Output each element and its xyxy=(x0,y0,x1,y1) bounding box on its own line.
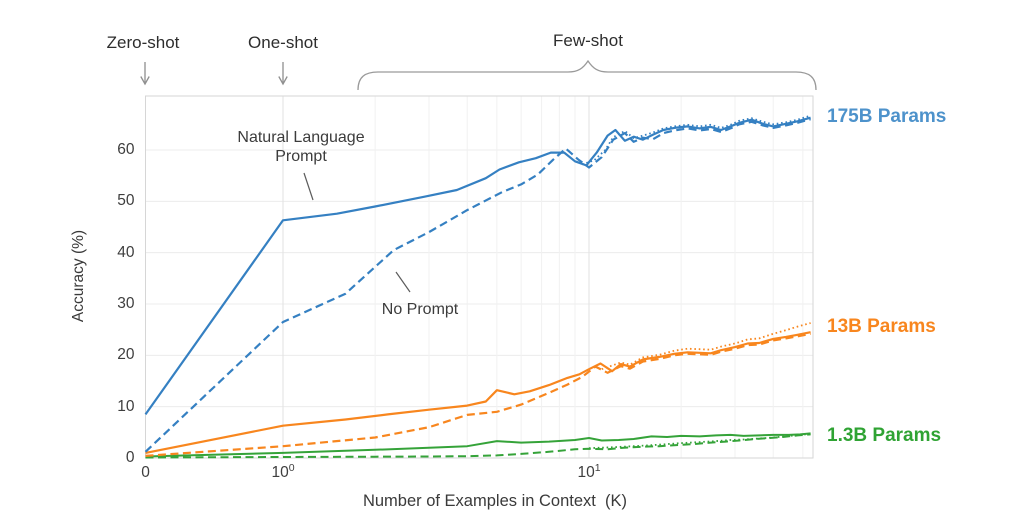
series-solid-line xyxy=(145,432,811,458)
zero-shot-label: Zero-shot xyxy=(106,33,180,52)
y-tick-30: 30 xyxy=(117,295,135,312)
y-tick-50: 50 xyxy=(117,192,135,210)
natural-language-prompt-pointer-line xyxy=(303,172,314,201)
series-solid-line xyxy=(144,116,811,416)
x-tick-10: 101 xyxy=(577,461,601,481)
series-solid-line xyxy=(145,331,811,454)
few-shot-label: Few-shot xyxy=(553,31,623,50)
y-axis-label: Accuracy (%) xyxy=(70,229,87,323)
x-tick-1: 100 xyxy=(271,461,295,481)
series-dashed-line xyxy=(145,433,811,459)
legend-1-3b-params: 1.3B Params xyxy=(827,425,942,446)
one-shot-arrow-icon xyxy=(278,62,288,86)
x-tick-0: 0 xyxy=(141,464,150,481)
no-prompt-annotation: No Prompt xyxy=(381,301,459,318)
natural-language-prompt-annotation: Natural Language Prompt xyxy=(211,128,391,166)
y-tick-60: 60 xyxy=(117,141,135,158)
x-axis-label: Number of Examples in Context (K) xyxy=(362,492,628,510)
series-dashed-line xyxy=(145,332,811,457)
y-tick-40: 40 xyxy=(117,243,135,261)
y-tick-0: 0 xyxy=(125,449,135,466)
plot-border xyxy=(145,95,814,459)
natural-language-prompt-line1: Natural Language xyxy=(237,129,365,146)
natural-language-prompt-line2: Prompt xyxy=(275,148,327,165)
no-prompt-pointer-line xyxy=(395,271,411,293)
y-tick-10: 10 xyxy=(117,397,135,415)
few-shot-brace xyxy=(357,59,817,91)
zero-shot-arrow-icon xyxy=(140,62,150,86)
legend-13b-params: 13B Params xyxy=(827,316,936,337)
y-tick-20: 20 xyxy=(117,346,135,364)
legend-175b-params: 175B Params xyxy=(827,106,947,127)
series-dashed-line xyxy=(144,118,811,453)
one-shot-label: One-shot xyxy=(248,33,318,52)
